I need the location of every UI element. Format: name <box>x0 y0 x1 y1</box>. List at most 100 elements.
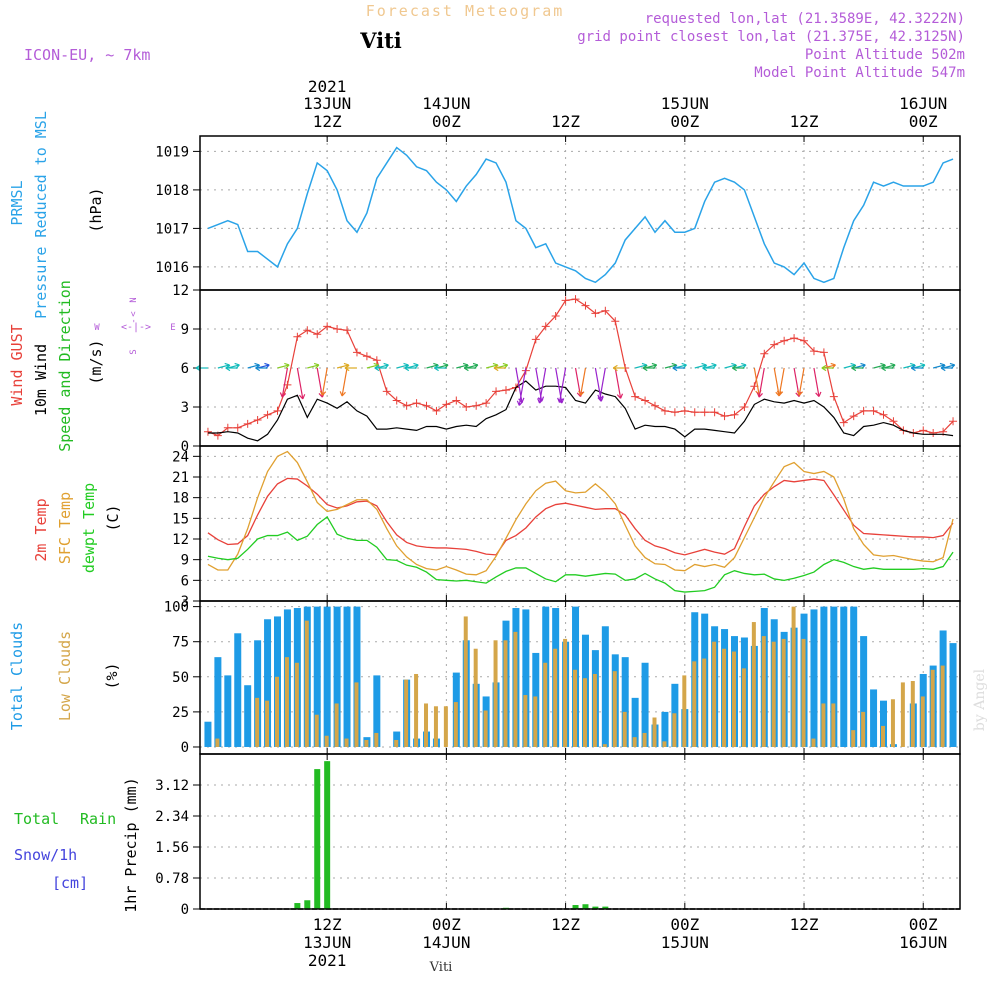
gust-point <box>243 419 252 428</box>
wind-direction-arrow <box>796 367 805 396</box>
low-clouds-bar <box>304 620 309 747</box>
wind-direction-arrow <box>319 367 328 396</box>
total-clouds-bar <box>949 643 957 747</box>
gust-point <box>253 416 262 424</box>
gust-point <box>293 332 302 341</box>
point-altitude: Point Altitude 502m <box>805 47 965 63</box>
gust-point <box>303 326 312 335</box>
low-clouds-bar <box>463 616 468 747</box>
compass-w: W <box>94 323 100 333</box>
low-clouds-bar <box>553 648 558 747</box>
y-tick-label: 3 <box>181 594 189 610</box>
gust-point <box>492 387 501 396</box>
low-clouds-bar <box>771 641 776 747</box>
y-tick-label: 0 <box>181 439 189 455</box>
y-tick-label: 75 <box>172 635 189 651</box>
wind-arrow-head <box>612 364 618 372</box>
low-clouds-bar <box>612 671 617 747</box>
low-clouds-bar <box>582 678 587 747</box>
wind-direction-arrow <box>296 367 306 400</box>
compass-arrow: < <box>129 311 139 317</box>
compass-cross: <-|-> <box>121 322 151 333</box>
low-clouds-bar <box>781 638 786 747</box>
dewpt-label: dewpt Temp <box>80 483 98 573</box>
bottom-axis-hour: 00Z <box>909 915 938 934</box>
gust-point <box>263 410 272 419</box>
gust-point <box>680 406 689 415</box>
y-tick-label: 18 <box>172 491 189 507</box>
wind-arrow-shaft <box>456 364 469 369</box>
total-clouds-bar <box>204 721 212 747</box>
gust-point <box>273 406 282 415</box>
wind-arrow-shaft <box>558 367 567 403</box>
low-clouds-bar <box>632 737 637 747</box>
wind-arrow-shaft <box>758 367 765 398</box>
y-tick-label: 12 <box>172 283 189 299</box>
wind-arrow-shaft <box>724 364 737 369</box>
low-clouds-bar <box>433 706 438 747</box>
wind-arrow-head <box>821 364 827 372</box>
wind10m-line <box>207 380 954 442</box>
wind-arrow-shaft <box>580 367 587 396</box>
low-clouds-bar <box>801 638 806 747</box>
wind-direction-arrow <box>642 364 656 372</box>
wind-direction-arrow <box>344 364 357 372</box>
low-clouds-bar <box>712 641 717 747</box>
gust-point <box>869 406 878 415</box>
wind-arrow-head <box>910 364 916 372</box>
gust-point <box>780 336 789 345</box>
gust-point <box>382 387 391 396</box>
top-axis-hour: 00Z <box>909 112 938 131</box>
wind-arrow-shaft <box>247 364 260 369</box>
low-clouds-bar <box>344 738 349 747</box>
top-axis-date: 13JUN <box>303 94 351 113</box>
gust-point <box>541 322 550 331</box>
y-tick-label: 21 <box>172 470 189 486</box>
gust-point <box>611 317 620 326</box>
location-name: Viti <box>359 28 402 53</box>
total-clouds-bar <box>373 675 381 747</box>
wind-arrow-head <box>516 400 524 406</box>
low-clouds-bar <box>374 732 379 747</box>
total-clouds-bar <box>393 731 401 747</box>
low-clouds-bar <box>731 651 736 747</box>
gust-point <box>839 418 848 427</box>
wind-arrow-shaft <box>873 364 886 369</box>
total-clouds-bar <box>641 662 649 747</box>
y-tick-label: 3 <box>181 400 189 416</box>
total-clouds-bar <box>254 640 262 747</box>
low-clouds-bar <box>940 665 945 747</box>
compass-n: N <box>129 297 139 302</box>
gust-point <box>790 334 799 343</box>
total-clouds-bar <box>214 657 222 747</box>
top-axis-hour: 12Z <box>313 112 342 131</box>
low-clouds-bar <box>215 738 220 747</box>
low-clouds-bar <box>682 675 687 747</box>
y-tick-label: 6 <box>181 361 189 377</box>
y-tick-label: 50 <box>172 670 189 686</box>
y-tick-label: 15 <box>172 511 189 527</box>
total-clouds-bar <box>840 606 848 747</box>
wind-arrow-shaft <box>614 367 622 399</box>
y-tick-label: 1016 <box>155 260 189 276</box>
wind-arrow-head <box>881 364 886 372</box>
rain-bar <box>572 905 579 909</box>
panel-frame-5 <box>199 753 961 910</box>
wind-direction-arrow <box>537 367 547 404</box>
wind-arrow-shaft <box>753 367 760 395</box>
clouds-unit-label: (%) <box>103 662 121 689</box>
y-tick-label: 9 <box>181 322 189 338</box>
wind-arrow-shaft <box>321 367 328 396</box>
low-clouds-bar <box>920 696 925 747</box>
total-clouds-bar <box>880 700 888 747</box>
total-clouds-bar <box>820 606 828 747</box>
wind-direction-arrow <box>910 364 924 372</box>
precip-unit-label: 1hr Precip (mm) <box>122 777 140 912</box>
top-axis-hour: 12Z <box>790 112 819 131</box>
total-clouds-bar <box>631 697 639 747</box>
low-clouds-bar <box>672 713 677 747</box>
gust-point <box>333 325 342 333</box>
bottom-axis-date: 15JUN <box>661 933 709 952</box>
total-clouds-bar <box>661 711 669 747</box>
total-clouds-bar <box>353 606 361 747</box>
